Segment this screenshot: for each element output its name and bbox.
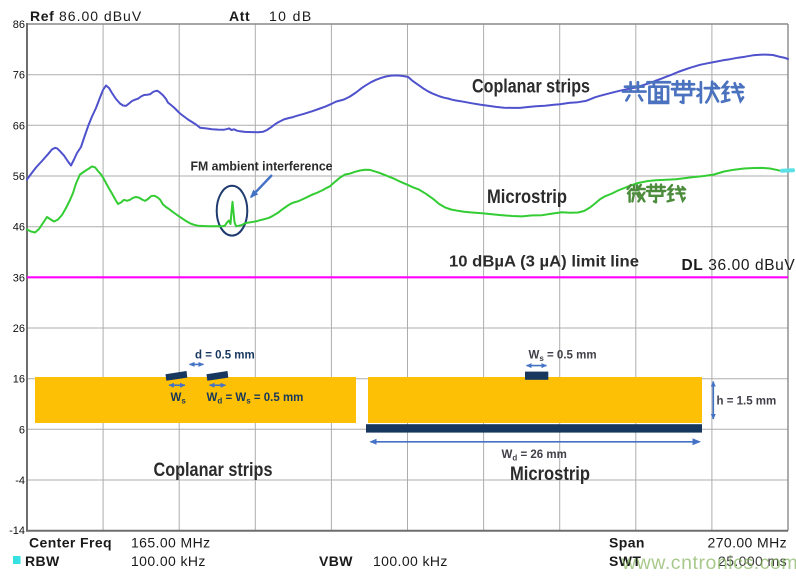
svg-text:86: 86: [13, 19, 25, 31]
svg-text:165.00 MHz: 165.00 MHz: [131, 535, 210, 551]
svg-text:Wd = 26 mm: Wd = 26 mm: [502, 449, 567, 463]
svg-text:d = 0.5 mm: d = 0.5 mm: [195, 350, 255, 362]
svg-text:Center Freq: Center Freq: [29, 535, 112, 551]
svg-text:Span: Span: [609, 535, 645, 551]
svg-text:6: 6: [19, 424, 25, 436]
svg-text:-4: -4: [15, 475, 25, 487]
svg-text:Microstrip: Microstrip: [487, 187, 567, 208]
svg-text:Coplanar strips: Coplanar strips: [154, 460, 273, 481]
svg-text:10 dB: 10 dB: [269, 8, 313, 24]
svg-text:25.000 ms: 25.000 ms: [718, 553, 787, 569]
svg-text:36: 36: [13, 272, 25, 284]
svg-text:66: 66: [13, 120, 25, 132]
svg-text:h = 1.5 mm: h = 1.5 mm: [717, 396, 777, 408]
svg-text:Microstrip: Microstrip: [510, 464, 590, 485]
svg-text:RBW: RBW: [25, 553, 60, 569]
svg-text:100.00 kHz: 100.00 kHz: [373, 553, 448, 569]
svg-text:VBW: VBW: [319, 553, 353, 569]
svg-text:Ws = 0.5 mm: Ws = 0.5 mm: [529, 350, 597, 364]
svg-text:FM ambient interference: FM ambient interference: [191, 159, 333, 174]
svg-text:56: 56: [13, 171, 25, 183]
svg-text:www.cntronics.com: www.cntronics.com: [621, 552, 796, 574]
svg-text:76: 76: [13, 70, 25, 82]
svg-text:-14: -14: [9, 525, 25, 537]
svg-text:DL 36.00 dBuV: DL 36.00 dBuV: [682, 257, 796, 274]
svg-text:100.00 kHz: 100.00 kHz: [131, 553, 206, 569]
svg-text:86.00 dBuV: 86.00 dBuV: [59, 8, 142, 24]
svg-text:SWT: SWT: [609, 553, 641, 569]
svg-text:270.00 MHz: 270.00 MHz: [708, 535, 787, 551]
svg-text:10 dBµA (3 µA) limit line: 10 dBµA (3 µA) limit line: [449, 254, 639, 271]
svg-text:Ref: Ref: [30, 8, 54, 24]
svg-text:16: 16: [13, 374, 25, 386]
svg-text:Wd = Ws = 0.5 mm: Wd = Ws = 0.5 mm: [207, 392, 304, 406]
svg-text:Coplanar strips: Coplanar strips: [472, 76, 590, 97]
svg-text:Att: Att: [229, 8, 250, 24]
svg-text:26: 26: [13, 323, 25, 335]
svg-text:46: 46: [13, 222, 25, 234]
